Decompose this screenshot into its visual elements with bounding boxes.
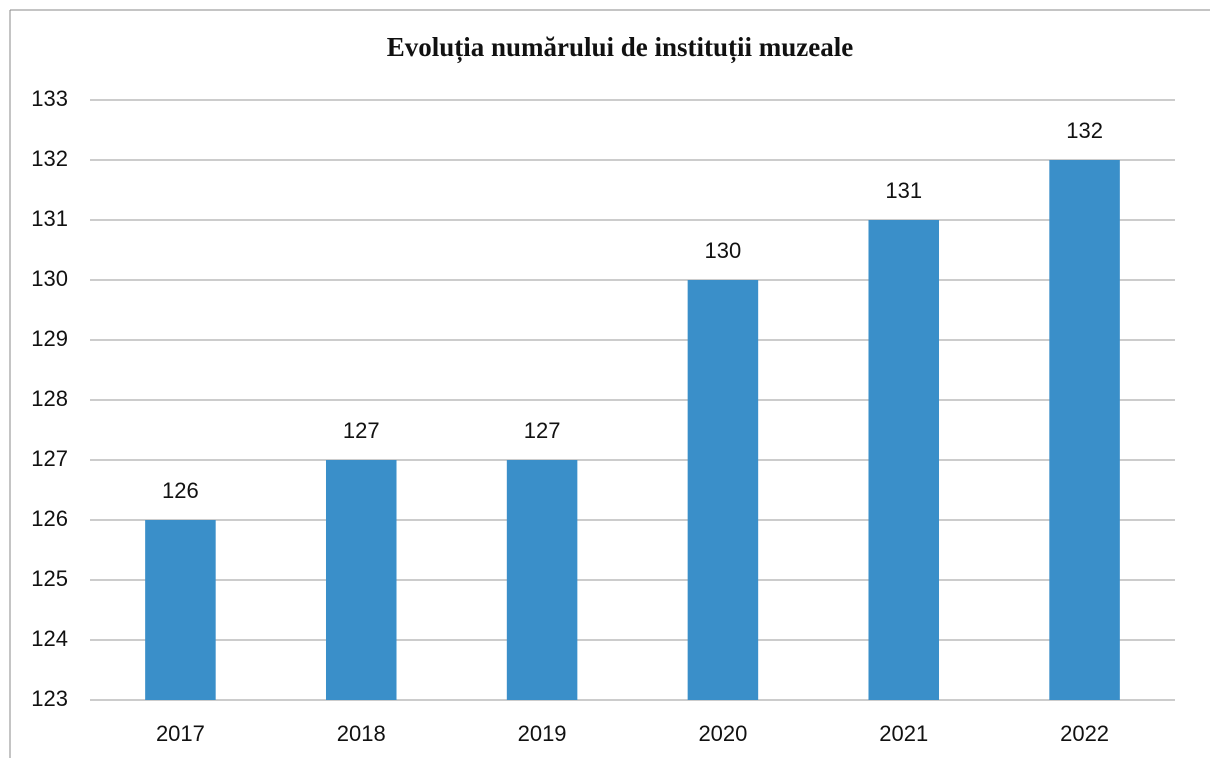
x-tick-label: 2020: [698, 721, 747, 746]
x-tick-label: 2021: [879, 721, 928, 746]
y-tick-label: 132: [31, 146, 68, 171]
bar: [145, 520, 216, 700]
x-tick-label: 2022: [1060, 721, 1109, 746]
bar: [325, 460, 397, 700]
y-tick-label: 129: [31, 326, 68, 351]
bar: [868, 220, 940, 700]
y-tick-label: 128: [31, 386, 68, 411]
data-label: 127: [343, 418, 380, 443]
y-tick-label: 130: [31, 266, 68, 291]
bar: [687, 280, 759, 700]
y-tick-label: 126: [31, 506, 68, 531]
data-label: 132: [1066, 118, 1103, 143]
data-label: 126: [162, 478, 199, 503]
y-tick-label: 131: [31, 206, 68, 231]
data-label: 130: [705, 238, 742, 263]
y-tick-label: 125: [31, 566, 68, 591]
y-tick-label: 133: [31, 86, 68, 111]
y-tick-label: 127: [31, 446, 68, 471]
y-tick-label: 123: [31, 686, 68, 711]
x-tick-label: 2018: [337, 721, 386, 746]
x-tick-label: 2019: [518, 721, 567, 746]
x-tick-label: 2017: [156, 721, 205, 746]
bar: [506, 460, 578, 700]
y-tick-label: 124: [31, 626, 68, 651]
data-label: 131: [885, 178, 922, 203]
bar: [1049, 160, 1120, 700]
chart-title: Evoluția numărului de instituții muzeale: [387, 32, 854, 63]
data-label: 127: [524, 418, 561, 443]
